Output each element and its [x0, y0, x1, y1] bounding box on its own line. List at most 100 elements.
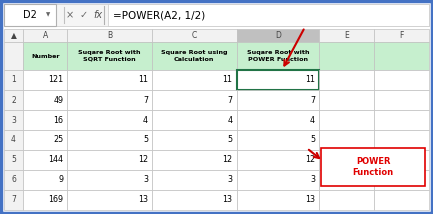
Text: A: A	[42, 31, 48, 40]
Bar	[374, 29, 429, 42]
Bar	[319, 190, 374, 210]
Text: 144: 144	[48, 156, 63, 165]
Bar	[236, 90, 319, 110]
Bar	[152, 130, 236, 150]
Text: 1: 1	[11, 76, 16, 85]
Text: Number: Number	[31, 54, 59, 58]
Bar	[319, 110, 374, 130]
Text: 49: 49	[53, 95, 63, 104]
Bar	[236, 170, 319, 190]
Bar	[152, 42, 236, 70]
Bar	[236, 29, 319, 42]
Bar	[23, 42, 68, 70]
Text: 4: 4	[310, 116, 315, 125]
Bar	[4, 90, 23, 110]
Text: ▼: ▼	[46, 12, 50, 18]
Bar	[4, 42, 23, 70]
Bar	[23, 170, 68, 190]
Text: Square Root using
Calculation: Square Root using Calculation	[161, 51, 228, 62]
Bar	[374, 150, 429, 170]
Text: C: C	[192, 31, 197, 40]
Text: F: F	[399, 31, 404, 40]
Text: 7: 7	[310, 95, 315, 104]
Bar	[68, 90, 152, 110]
Bar	[236, 150, 319, 170]
Bar	[319, 42, 374, 70]
Text: 3: 3	[228, 175, 233, 184]
Bar	[152, 29, 236, 42]
Text: 13: 13	[138, 196, 148, 205]
Text: 11: 11	[223, 76, 233, 85]
Bar	[374, 130, 429, 150]
Bar	[152, 170, 236, 190]
Bar	[319, 170, 374, 190]
Bar	[4, 190, 23, 210]
Bar	[23, 29, 68, 42]
Bar	[152, 190, 236, 210]
Bar	[374, 42, 429, 70]
Bar	[23, 110, 68, 130]
Bar	[319, 130, 374, 150]
Text: ×: ×	[66, 10, 74, 20]
Bar	[374, 170, 429, 190]
Text: 4: 4	[228, 116, 233, 125]
Bar	[236, 110, 319, 130]
Text: D2: D2	[23, 10, 37, 20]
Bar	[236, 190, 319, 210]
Bar	[236, 42, 319, 70]
Bar	[374, 110, 429, 130]
Text: 12: 12	[138, 156, 148, 165]
Bar	[319, 70, 374, 90]
Text: 4: 4	[143, 116, 148, 125]
Bar	[4, 4, 56, 26]
Text: 5: 5	[143, 135, 148, 144]
Bar	[23, 150, 68, 170]
Bar	[68, 130, 152, 150]
Bar	[4, 110, 23, 130]
Text: 25: 25	[53, 135, 63, 144]
Bar	[374, 70, 429, 90]
Bar	[68, 150, 152, 170]
Text: 7: 7	[143, 95, 148, 104]
Bar	[23, 90, 68, 110]
Bar	[68, 42, 152, 70]
Text: POWER
Function: POWER Function	[352, 157, 394, 177]
Text: 12: 12	[223, 156, 233, 165]
Text: 5: 5	[227, 135, 233, 144]
Bar	[68, 70, 152, 90]
Bar	[321, 148, 425, 186]
Bar	[4, 170, 23, 190]
Bar	[319, 29, 374, 42]
Bar	[152, 110, 236, 130]
Bar	[374, 190, 429, 210]
Bar	[23, 70, 68, 90]
Text: ▲: ▲	[10, 31, 16, 40]
Bar	[108, 4, 429, 26]
Bar	[23, 190, 68, 210]
Bar	[68, 29, 152, 42]
Bar	[319, 90, 374, 110]
Bar	[236, 70, 319, 90]
Text: 121: 121	[48, 76, 63, 85]
Text: D: D	[275, 31, 281, 40]
Text: 11: 11	[305, 76, 315, 85]
Bar	[152, 90, 236, 110]
Text: 5: 5	[310, 135, 315, 144]
Text: 3: 3	[143, 175, 148, 184]
Bar	[68, 170, 152, 190]
Bar	[374, 90, 429, 110]
Text: 16: 16	[53, 116, 63, 125]
Text: Suqare Root with
SQRT Function: Suqare Root with SQRT Function	[78, 51, 141, 62]
Text: fx: fx	[94, 10, 103, 20]
Text: 12: 12	[305, 156, 315, 165]
Text: 5: 5	[11, 156, 16, 165]
Bar	[152, 150, 236, 170]
Bar	[236, 130, 319, 150]
Text: B: B	[107, 31, 112, 40]
Text: 13: 13	[305, 196, 315, 205]
Bar	[68, 110, 152, 130]
Bar	[319, 150, 374, 170]
Text: 3: 3	[11, 116, 16, 125]
Text: 6: 6	[11, 175, 16, 184]
Text: 3: 3	[310, 175, 315, 184]
